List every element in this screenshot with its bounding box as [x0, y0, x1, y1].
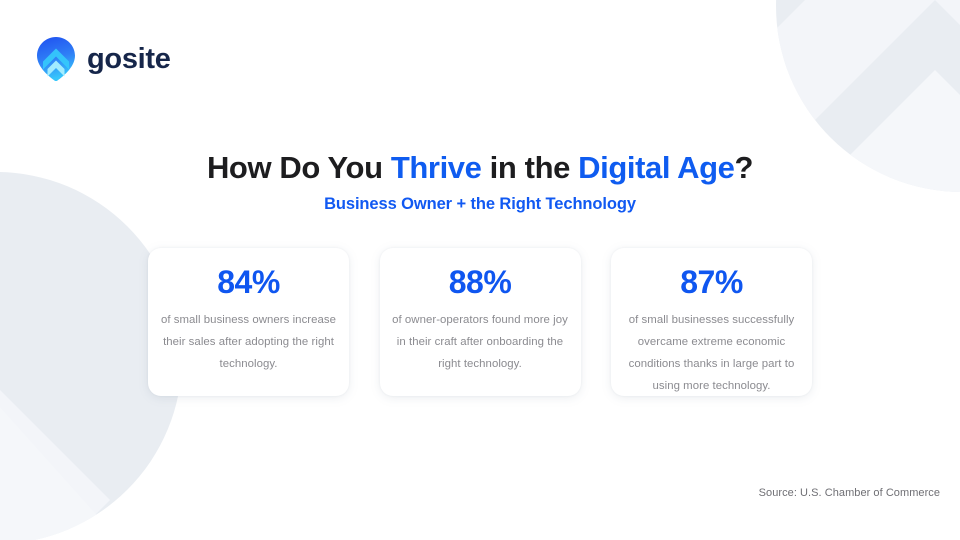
stat-percentage: 88% — [448, 264, 512, 300]
title-part-2: in the — [481, 149, 579, 185]
title-part-1: How Do You — [206, 149, 391, 185]
title-part-3: ? — [734, 149, 754, 185]
stat-description: of small business owners increase their … — [160, 314, 337, 370]
stat-description: of small businesses successfully overcam… — [628, 314, 795, 392]
title-accent-thrive: Thrive — [390, 149, 482, 185]
stat-card: 84% of small business owners increase th… — [148, 248, 349, 396]
title-accent-digital-age: Digital Age — [578, 149, 735, 185]
stat-card: 88% of owner-operators found more joy in… — [379, 248, 581, 396]
page-title: How Do You Thrive in the Digital Age? — [0, 149, 960, 186]
stat-card: 87% of small businesses successfully ove… — [611, 248, 812, 396]
stat-description: of owner-operators found more joy in the… — [392, 314, 568, 370]
page-subtitle: Business Owner + the Right Technology — [324, 194, 636, 213]
brand-wordmark: gosite — [87, 42, 171, 75]
stat-card-group: 84% of small business owners increase th… — [148, 248, 812, 396]
stat-percentage: 84% — [217, 264, 280, 300]
brand-logo[interactable]: gosite — [36, 36, 171, 82]
stat-percentage: 87% — [680, 264, 743, 300]
source-attribution: Source: U.S. Chamber of Commerce — [758, 487, 940, 499]
gosite-pin-logo-icon — [37, 37, 75, 82]
decor-chevron-bottom-left — [0, 240, 110, 540]
